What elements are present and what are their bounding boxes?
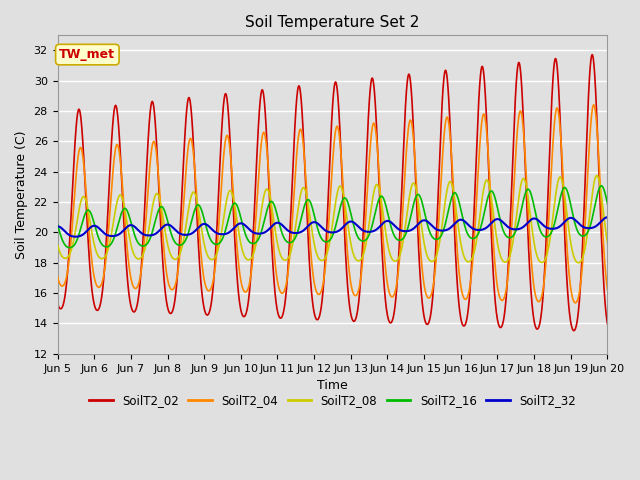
X-axis label: Time: Time <box>317 379 348 392</box>
Text: TW_met: TW_met <box>60 48 115 61</box>
Legend: SoilT2_02, SoilT2_04, SoilT2_08, SoilT2_16, SoilT2_32: SoilT2_02, SoilT2_04, SoilT2_08, SoilT2_… <box>84 389 580 411</box>
Y-axis label: Soil Temperature (C): Soil Temperature (C) <box>15 130 28 259</box>
Title: Soil Temperature Set 2: Soil Temperature Set 2 <box>245 15 420 30</box>
